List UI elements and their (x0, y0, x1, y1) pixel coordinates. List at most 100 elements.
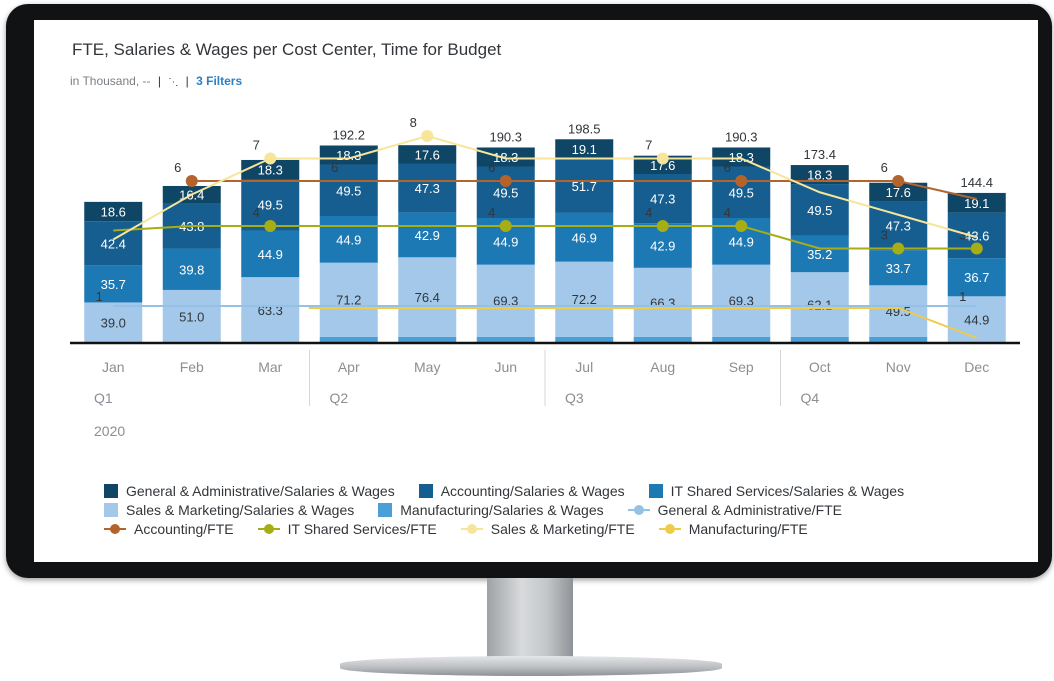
fte-label: 1 (959, 289, 966, 304)
fte-label: 4 (253, 205, 260, 220)
monitor-stand-neck (487, 578, 573, 660)
data-label: 69.3 (493, 294, 518, 309)
total-label: 190.3 (489, 129, 522, 144)
quarter-label: Q3 (565, 390, 584, 406)
chart-legend: General & Administrative/Salaries & Wage… (104, 482, 1024, 539)
bar-segment (398, 212, 457, 258)
data-label: 76.4 (415, 290, 440, 305)
unit-label: in Thousand, -- (70, 74, 151, 88)
data-label: 39.0 (101, 316, 126, 331)
legend-row: Sales & Marketing/Salaries & Wages Manufa… (104, 501, 1024, 520)
legend-item[interactable]: Sales & Marketing/Salaries & Wages (104, 502, 354, 518)
data-label: 49.5 (493, 185, 518, 200)
total-label: 144.4 (960, 175, 993, 190)
bar-segment (555, 159, 614, 213)
fte-marker (185, 175, 198, 187)
x-tick-label: Mar (258, 359, 282, 375)
data-label: 19.1 (572, 142, 597, 157)
data-label: 69.3 (729, 294, 754, 309)
data-label: 19.1 (964, 196, 989, 211)
data-label: 49.5 (336, 183, 361, 198)
monitor-frame: FTE, Salaries & Wages per Cost Center, T… (6, 4, 1052, 578)
year-label: 2020 (94, 423, 125, 439)
data-label: 49.5 (729, 185, 754, 200)
separator: | (157, 74, 161, 88)
legend-item[interactable]: Manufacturing/FTE (658, 521, 808, 538)
bar-segment (633, 155, 692, 174)
bar-segment (476, 264, 535, 337)
legend-item[interactable]: IT Shared Services/Salaries & Wages (648, 483, 904, 499)
bar-segment (319, 164, 378, 217)
fte-label: 6 (331, 160, 338, 175)
data-label: 17.6 (650, 158, 675, 173)
data-label: 44.9 (493, 234, 518, 249)
bar-segment (790, 165, 849, 185)
fte-marker (421, 130, 434, 142)
x-tick-label: Feb (180, 359, 204, 375)
bar-segment (319, 336, 378, 343)
legend-item[interactable]: Manufacturing/Salaries & Wages (378, 502, 604, 519)
bar-segment (947, 192, 1006, 213)
bar-segment (712, 147, 771, 167)
fte-marker (892, 175, 905, 187)
x-tick-label: Sep (729, 359, 754, 375)
fte-line (308, 307, 978, 339)
legend-label: Manufacturing/Salaries & Wages (400, 502, 604, 519)
data-label: 35.7 (101, 277, 126, 292)
data-label: 62.1 (807, 297, 832, 312)
legend-swatch (418, 484, 433, 499)
x-tick-label: May (414, 359, 440, 375)
legend-item[interactable]: General & Administrative/FTE (627, 502, 842, 518)
monitor-stand-base (340, 656, 722, 676)
x-tick-label: Aug (650, 359, 675, 375)
fte-label: 4 (488, 205, 495, 220)
fte-label: 6 (488, 160, 495, 175)
legend-row: General & Administrative/Salaries & Wage… (104, 482, 1024, 501)
data-label: 44.9 (964, 313, 989, 328)
bar-segment (241, 277, 300, 343)
fte-marker (499, 175, 512, 187)
legend-item[interactable]: IT Shared Services/FTE (257, 521, 437, 537)
bar-segment (319, 262, 378, 337)
fte-label: 6 (724, 160, 731, 175)
chart-card: FTE, Salaries & Wages per Cost Center, T… (34, 20, 1038, 562)
bar-segment (398, 163, 457, 213)
legend-item[interactable]: General & Administrative/Salaries & Wage… (104, 483, 395, 499)
bar-segment (555, 212, 614, 262)
bar-segment (869, 250, 928, 286)
hierarchy-icon[interactable]: ⋱ (168, 77, 179, 88)
legend-swatch (378, 503, 393, 518)
bar-segment (869, 285, 928, 337)
bar-segment (555, 261, 614, 337)
quarter-label: Q2 (330, 390, 349, 406)
legend-item[interactable]: Accounting/FTE (104, 521, 234, 537)
data-label: 18.3 (807, 168, 832, 183)
legend-item[interactable]: Accounting/Salaries & Wages (418, 483, 625, 499)
data-label: 18.6 (101, 205, 126, 220)
data-label: 47.3 (415, 181, 440, 196)
fte-line (113, 225, 977, 250)
fte-label: 1 (96, 289, 103, 304)
total-label: 198.5 (568, 121, 601, 136)
data-label: 51.0 (179, 309, 204, 324)
data-label: 36.7 (964, 270, 989, 285)
fte-marker (499, 220, 512, 232)
bar-segment (241, 230, 300, 278)
legend-item[interactable]: Sales & Marketing/FTE (460, 521, 635, 537)
fte-line (112, 134, 978, 241)
fte-marker (892, 242, 905, 255)
fte-marker (735, 175, 748, 187)
fte-label: 7 (645, 138, 652, 153)
data-label: 44.9 (729, 234, 754, 249)
data-label: 44.9 (336, 232, 361, 247)
legend-row: Accounting/FTE IT Shared Services/FTE Sale… (104, 520, 1024, 539)
data-label: 49.5 (258, 198, 283, 213)
legend-label: Manufacturing/FTE (688, 521, 808, 538)
data-label: 33.7 (886, 261, 911, 276)
bar-segment (162, 289, 221, 343)
quarter-label: Q1 (94, 390, 113, 406)
filters-link[interactable]: 3 Filters (196, 74, 243, 88)
fte-marker (264, 220, 277, 232)
bar-segment (712, 336, 771, 343)
bar-segment (319, 145, 378, 165)
